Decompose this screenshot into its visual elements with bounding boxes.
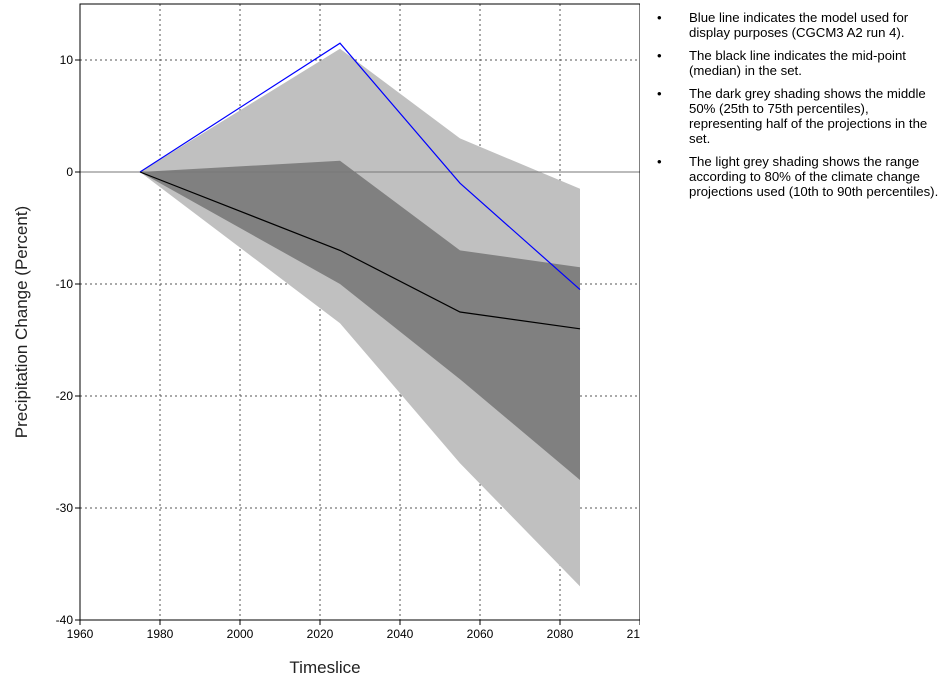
y-tick-label: 0 xyxy=(66,165,73,179)
y-axis: 10 0 -10 -20 -30 -40 xyxy=(56,53,80,627)
plot-frame xyxy=(79,3,640,621)
median-line xyxy=(139,171,581,330)
x-axis-title: Timeslice xyxy=(289,658,360,677)
x-tick-label: 1960 xyxy=(67,627,94,641)
note-item: • The light grey shading shows the range … xyxy=(652,154,942,199)
y-tick-label: -40 xyxy=(56,613,74,627)
note-text: The black line indicates the mid-point (… xyxy=(689,48,906,78)
bullet-icon: • xyxy=(657,10,662,25)
chart: 1960 1980 2000 2020 2040 2060 2080 2100 10 0 -10 -… xyxy=(12,3,640,677)
x-tick-label: 2100 xyxy=(627,627,640,641)
y-tick-label: 10 xyxy=(60,53,74,67)
bullet-icon: • xyxy=(657,86,662,101)
x-tick-label: 2020 xyxy=(307,627,334,641)
x-tick-label: 2060 xyxy=(467,627,494,641)
bullet-icon: • xyxy=(657,48,662,63)
model-line xyxy=(139,42,581,291)
dark-grey-band xyxy=(140,160,580,481)
x-tick-label: 2000 xyxy=(227,627,254,641)
x-axis: 1960 1980 2000 2020 2040 2060 2080 2100 xyxy=(67,620,640,641)
y-tick-label: -10 xyxy=(56,277,74,291)
x-tick-label: 2080 xyxy=(547,627,574,641)
note-text: The dark grey shading shows the middle 5… xyxy=(689,86,928,146)
y-axis-title: Precipitation Change (Percent) xyxy=(12,206,31,438)
note-text: Blue line indicates the model used for d… xyxy=(689,10,909,40)
note-text: The light grey shading shows the range a… xyxy=(689,154,939,199)
x-tick-label: 2040 xyxy=(387,627,414,641)
bullet-icon: • xyxy=(657,154,662,169)
series-lines xyxy=(139,42,581,330)
notes-list: • Blue line indicates the model used for … xyxy=(652,10,942,207)
note-item: • Blue line indicates the model used for … xyxy=(652,10,942,40)
y-tick-label: -20 xyxy=(56,389,74,403)
x-tick-label: 1980 xyxy=(147,627,174,641)
bands xyxy=(140,48,580,587)
y-tick-label: -30 xyxy=(56,501,74,515)
note-item: • The dark grey shading shows the middle … xyxy=(652,86,942,146)
note-item: • The black line indicates the mid-point … xyxy=(652,48,942,78)
